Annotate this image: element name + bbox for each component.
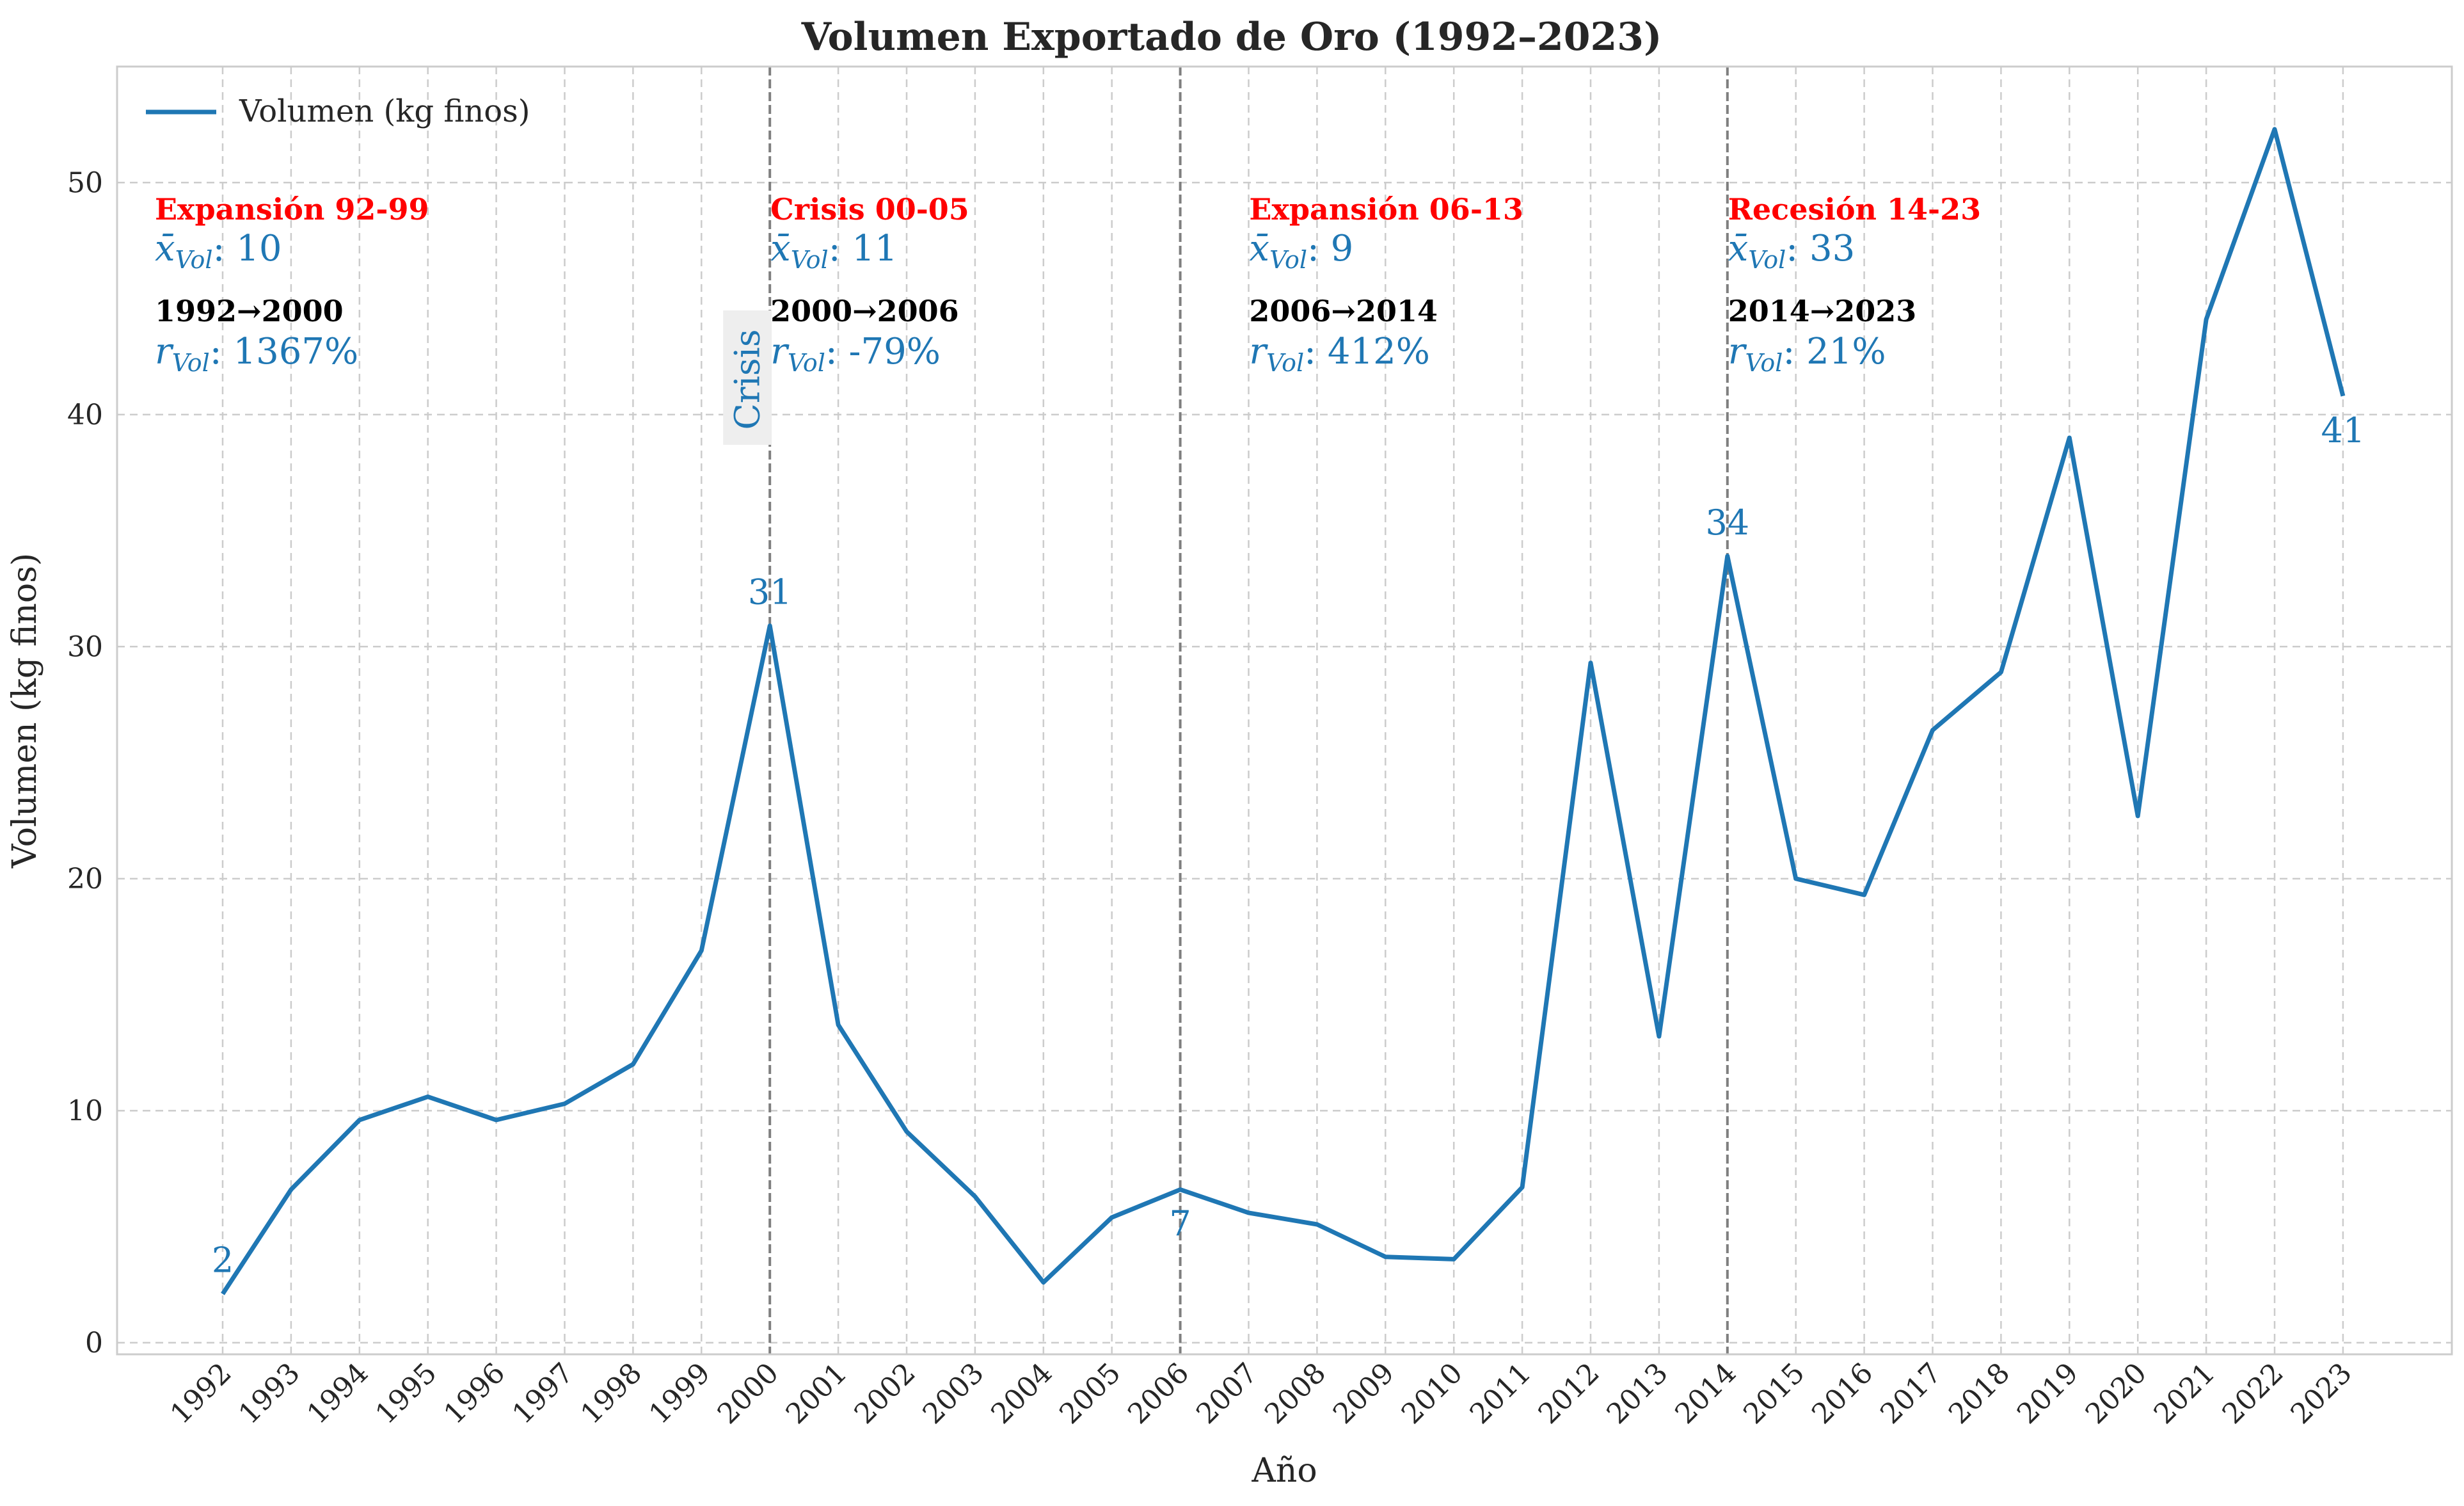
- legend: Volumen (kg finos): [146, 93, 530, 129]
- period-range: 1992→2000: [155, 294, 344, 328]
- series-line: [221, 127, 2346, 1295]
- rate-symbol: r: [770, 331, 790, 372]
- point-label: 2: [212, 1240, 234, 1281]
- period-name: Crisis 00-05: [770, 192, 969, 227]
- period-name: Expansión 92-99: [155, 192, 429, 227]
- mean-value: : 9: [1307, 228, 1353, 269]
- x-axis-label: Año: [1251, 1452, 1317, 1490]
- point-label: 7: [1169, 1204, 1191, 1244]
- y-axis-ticks: 0 10 20 30 40 50: [67, 166, 103, 1359]
- rate-subscript: Vol: [172, 349, 210, 377]
- crisis-label: Crisis: [727, 329, 768, 429]
- rate-symbol: r: [155, 331, 174, 372]
- rate-value: : -79%: [825, 331, 941, 372]
- crisis-marker: Crisis: [723, 310, 772, 445]
- mean-symbol: x̄: [155, 228, 175, 269]
- rate-subscript: Vol: [788, 349, 825, 377]
- mean-subscript: Vol: [175, 246, 213, 274]
- period-range: 2000→2006: [770, 294, 959, 328]
- point-label: 31: [748, 572, 792, 613]
- point-labels: 2 31 7 34 41: [212, 410, 2365, 1281]
- rate-value: : 1367%: [210, 331, 358, 372]
- mean-symbol: x̄: [770, 228, 791, 269]
- mean-subscript: Vol: [1748, 246, 1786, 274]
- rate-subscript: Vol: [1266, 349, 1304, 377]
- period-mean: x̄Vol: 9: [1249, 228, 1353, 274]
- grid: [117, 67, 2452, 1354]
- crisis-label-box: [723, 310, 772, 445]
- period-mean: x̄Vol: 11: [770, 228, 898, 274]
- mean-symbol: x̄: [1728, 228, 1749, 269]
- chart-title: Volumen Exportado de Oro (1992–2023): [801, 15, 1662, 60]
- y-tick-label: 20: [67, 863, 103, 895]
- y-tick-label: 40: [67, 399, 103, 431]
- mean-value: : 11: [829, 228, 898, 269]
- period-name: Expansión 06-13: [1249, 192, 1523, 227]
- period-rate: rVol: 1367%: [155, 331, 358, 377]
- point-label: 41: [2321, 410, 2365, 451]
- mean-subscript: Vol: [791, 246, 829, 274]
- period-mean: x̄Vol: 33: [1728, 228, 1856, 274]
- period-rate: rVol: 21%: [1728, 331, 1886, 377]
- period-range: 2006→2014: [1249, 294, 1438, 328]
- period-divider-lines: [768, 67, 1729, 1354]
- rate-value: : 21%: [1783, 331, 1886, 372]
- legend-label: Volumen (kg finos): [239, 93, 530, 129]
- y-tick-label: 0: [85, 1327, 103, 1359]
- period-mean: x̄Vol: 10: [155, 228, 282, 274]
- y-tick-label: 50: [67, 166, 103, 199]
- rate-subscript: Vol: [1745, 349, 1783, 377]
- period-name: Recesión 14-23: [1728, 192, 1981, 227]
- series-lines: [221, 127, 2346, 1295]
- y-tick-label: 30: [67, 630, 103, 663]
- mean-symbol: x̄: [1249, 228, 1269, 269]
- rate-value: : 412%: [1304, 331, 1430, 372]
- period-rate: rVol: -79%: [770, 331, 941, 377]
- mean-value: : 33: [1786, 228, 1855, 269]
- period-range: 2014→2023: [1728, 294, 1917, 328]
- plot-frame: [116, 65, 2453, 1356]
- point-label: 34: [1705, 502, 1749, 543]
- mean-subscript: Vol: [1269, 246, 1307, 274]
- period-rate: rVol: 412%: [1249, 331, 1430, 377]
- y-tick-label: 10: [67, 1094, 103, 1127]
- rate-symbol: r: [1728, 331, 1747, 372]
- y-axis-label: Volumen (kg finos): [6, 553, 44, 869]
- rate-symbol: r: [1249, 331, 1268, 372]
- mean-value: : 10: [213, 228, 282, 269]
